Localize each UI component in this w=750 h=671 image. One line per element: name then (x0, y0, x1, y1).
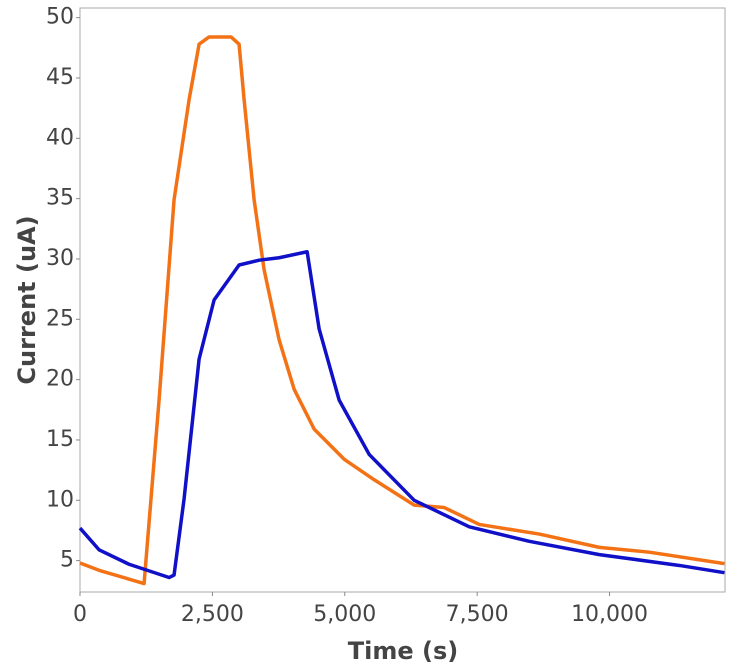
y-tick-label: 50 (46, 5, 74, 30)
plot-frame (79, 7, 726, 593)
x-tick-label: 7,500 (446, 602, 509, 627)
series-line (79, 35, 725, 586)
y-tick-label: 40 (46, 125, 74, 150)
x-tick-label: 5,000 (313, 602, 376, 627)
series-line (78, 249, 725, 580)
y-axis-label: Current (uA) (13, 215, 41, 384)
x-tick-label: 10,000 (571, 602, 648, 627)
y-tick-label: 10 (46, 487, 74, 512)
y-tick-label: 25 (46, 306, 74, 331)
x-axis-label: Time (s) (348, 637, 458, 665)
y-tick-label: 5 (60, 548, 74, 573)
x-tick-label: 2,500 (181, 602, 244, 627)
y-tick-label: 35 (46, 186, 74, 211)
x-tick-label: 0 (73, 602, 87, 627)
y-tick-label: 45 (46, 65, 74, 90)
y-tick-label: 30 (46, 246, 74, 271)
y-tick-label: 20 (46, 367, 74, 392)
y-tick-label: 15 (46, 427, 74, 452)
